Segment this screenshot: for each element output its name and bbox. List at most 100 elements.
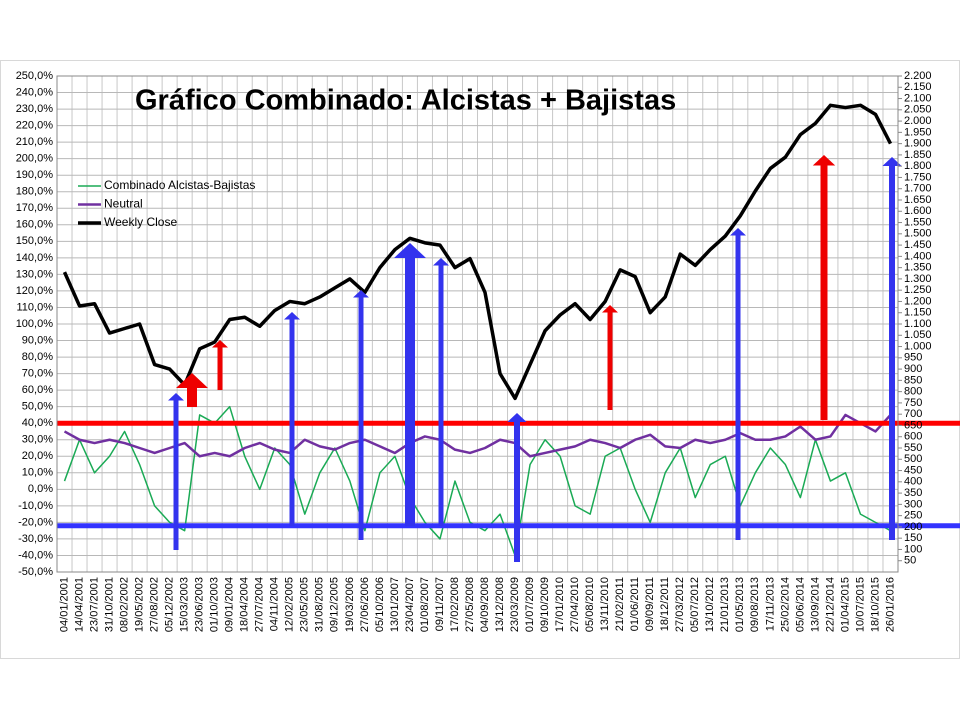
- arrow: [353, 290, 369, 540]
- y2-tick-label: 2.150: [904, 81, 932, 93]
- y2-tick-label: 1.900: [904, 138, 932, 150]
- y2-tick-label: 1.200: [904, 295, 932, 307]
- y-tick-label: 90,0%: [22, 334, 53, 346]
- y2-tick-label: 1.950: [904, 126, 932, 138]
- y-tick-label: 200,0%: [16, 153, 54, 165]
- x-tick-label: 27/06/2006: [359, 577, 371, 632]
- arrow: [812, 155, 836, 420]
- x-tick-label: 04/11/2004: [269, 577, 281, 631]
- y2-tick-label: 400: [904, 476, 922, 488]
- arrow: [730, 228, 746, 540]
- x-tick-label: 13/01/2007: [389, 577, 401, 632]
- x-tick-label: 13/12/2008: [494, 577, 506, 632]
- x-tick-label: 15/03/2003: [179, 577, 191, 632]
- x-tick-label: 17/01/2010: [554, 577, 566, 632]
- x-tick-label: 05/08/2010: [584, 577, 596, 632]
- y2-tick-label: 1.800: [904, 160, 932, 172]
- y2-tick-label: 1.750: [904, 171, 932, 183]
- y2-tick-label: 100: [904, 543, 922, 555]
- y2-tick-label: 1.000: [904, 340, 932, 352]
- y-tick-label: -50,0%: [18, 566, 53, 578]
- x-tick-label: 09/12/2005: [329, 577, 341, 632]
- legend-label: Neutral: [104, 197, 143, 211]
- y-tick-label: 110,0%: [17, 301, 54, 313]
- y2-tick-label: 950: [904, 352, 922, 364]
- legend-label: Weekly Close: [104, 215, 177, 229]
- x-tick-label: 19/03/2006: [344, 577, 356, 632]
- chart-title: Gráfico Combinado: Alcistas + Bajistas: [135, 85, 676, 117]
- y2-tick-label: 2.050: [904, 104, 932, 116]
- y2-tick-label: 300: [904, 498, 922, 510]
- y2-tick-label: 2.100: [904, 92, 932, 104]
- y2-tick-label: 450: [904, 464, 922, 476]
- x-tick-label: 31/08/2005: [314, 577, 326, 632]
- x-tick-label: 09/10/2009: [539, 577, 551, 632]
- y-tick-label: 230,0%: [16, 103, 54, 115]
- x-tick-label: 21/01/2013: [719, 577, 731, 632]
- x-tick-label: 27/08/2002: [149, 577, 161, 632]
- y2-tick-label: 700: [904, 408, 922, 420]
- y-tick-label: 140,0%: [16, 252, 54, 264]
- y2-tick-label: 150: [904, 532, 922, 544]
- y-tick-label: 10,0%: [22, 467, 53, 479]
- x-tick-label: 09/08/2013: [749, 577, 761, 632]
- legend-label: Combinado Alcistas-Bajistas: [104, 178, 255, 192]
- y-tick-label: 30,0%: [22, 434, 53, 446]
- x-tick-label: 27/05/2008: [464, 577, 476, 632]
- y2-tick-label: 650: [904, 419, 922, 431]
- x-tick-label: 04/01/2001: [58, 577, 70, 632]
- x-tick-label: 17/11/2013: [764, 577, 776, 631]
- y2-tick-label: 1.350: [904, 262, 932, 274]
- y2-tick-label: 900: [904, 363, 922, 375]
- x-tick-label: 09/09/2011: [644, 577, 656, 631]
- y2-tick-label: 600: [904, 431, 922, 443]
- x-tick-label: 14/04/2001: [73, 577, 85, 632]
- y2-tick-label: 350: [904, 487, 922, 499]
- y2-tick-label: 1.100: [904, 318, 932, 330]
- arrows: [168, 155, 902, 562]
- y2-tick-label: 550: [904, 442, 922, 454]
- chart-frame: [0, 60, 960, 659]
- x-tick-label: 09/01/2004: [224, 577, 236, 632]
- x-tick-label: 27/04/2010: [569, 577, 581, 632]
- lines: [57, 103, 960, 557]
- y-tick-label: -40,0%: [18, 549, 53, 561]
- arrow: [433, 258, 449, 526]
- x-tick-label: 31/10/2001: [103, 577, 115, 632]
- y-tick-label: 170,0%: [16, 202, 54, 214]
- x-tick-label: 23/05/2005: [299, 577, 311, 632]
- x-tick-label: 23/07/2001: [88, 577, 100, 632]
- x-tick-label: 12/02/2005: [284, 577, 296, 632]
- x-tick-label: 01/10/2003: [209, 577, 221, 632]
- legend: Combinado Alcistas-Bajistas Neutral Weekly…: [78, 178, 255, 229]
- x-tick-label: 27/03/2012: [674, 577, 686, 632]
- x-tick-label: 01/08/2007: [419, 577, 431, 632]
- y2-tick-label: 50: [904, 555, 916, 567]
- x-tick-label: 01/07/2009: [524, 577, 536, 632]
- y2-tick-label: 1.700: [904, 183, 932, 195]
- x-tick-label: 01/04/2015: [839, 577, 851, 632]
- arrow: [882, 157, 902, 540]
- arrow: [507, 413, 527, 562]
- x-tick-label: 18/10/2015: [869, 577, 881, 632]
- x-tick-label: 23/06/2003: [194, 577, 206, 632]
- y2-tick-label: 1.650: [904, 194, 932, 206]
- y-tick-label: 210,0%: [16, 136, 54, 148]
- y2-tick-label: 250: [904, 510, 922, 522]
- y2-tick-label: 1.300: [904, 273, 932, 285]
- y-tick-label: 220,0%: [16, 120, 54, 132]
- x-tick-label: 13/10/2012: [704, 577, 716, 632]
- y-tick-label: -10,0%: [18, 500, 53, 512]
- series-line: [63, 413, 892, 458]
- x-tick-label: 18/04/2004: [239, 577, 251, 632]
- y2-tick-label: 750: [904, 397, 922, 409]
- y-tick-label: 70,0%: [22, 368, 53, 380]
- y2-tick-label: 1.500: [904, 228, 932, 240]
- x-tick-label: 21/02/2011: [614, 577, 626, 631]
- y2-tick-label: 1.400: [904, 250, 932, 262]
- grid: [56, 75, 899, 573]
- x-tick-label: 05/10/2006: [374, 577, 386, 632]
- y2-tick-label: 1.150: [904, 307, 932, 319]
- x-tick-label: 18/12/2011: [659, 577, 671, 631]
